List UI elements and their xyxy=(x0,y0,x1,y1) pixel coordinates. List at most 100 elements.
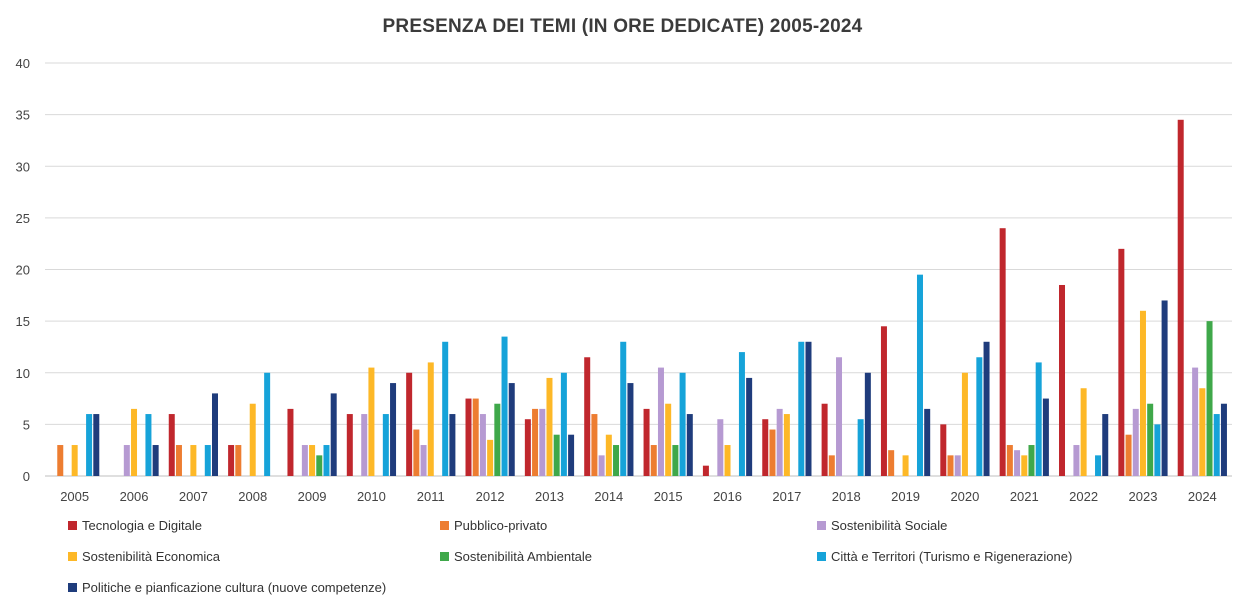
x-tick-label: 2020 xyxy=(950,489,979,504)
bar-2009-series-5 xyxy=(323,445,330,476)
x-tick-label: 2010 xyxy=(357,489,386,504)
bar-2019-series-1 xyxy=(888,450,895,476)
bar-2013-series-4 xyxy=(553,434,560,476)
bar-2022-series-5 xyxy=(1095,455,1102,476)
bar-2021-series-6 xyxy=(1042,398,1049,476)
legend-label: Sostenibilità Economica xyxy=(82,549,221,564)
bar-2012-series-5 xyxy=(501,336,508,476)
bar-2008-series-3 xyxy=(249,403,256,476)
bar-2007-series-1 xyxy=(175,445,182,476)
bar-2021-series-2 xyxy=(1014,450,1021,476)
bar-2013-series-2 xyxy=(539,408,546,476)
bar-2011-series-0 xyxy=(406,372,413,476)
x-tick-label: 2005 xyxy=(60,489,89,504)
bar-2014-series-4 xyxy=(613,445,620,476)
bar-2018-series-0 xyxy=(821,403,828,476)
bar-2024-series-3 xyxy=(1199,388,1206,476)
bar-2016-series-3 xyxy=(724,445,731,476)
y-tick-label: 10 xyxy=(16,366,30,381)
legend-item: Sostenibilità Sociale xyxy=(817,518,947,533)
bar-2019-series-5 xyxy=(916,274,923,476)
bar-2012-series-4 xyxy=(494,403,501,476)
x-tick-label: 2019 xyxy=(891,489,920,504)
bar-2009-series-6 xyxy=(330,393,337,476)
bar-2006-series-6 xyxy=(152,445,159,476)
bar-2011-series-5 xyxy=(442,341,449,476)
bar-2024-series-0 xyxy=(1177,119,1184,476)
bar-2005-series-1 xyxy=(57,445,64,476)
bar-2010-series-0 xyxy=(346,414,353,476)
bar-2012-series-2 xyxy=(479,414,486,476)
bar-2016-series-6 xyxy=(746,377,753,476)
x-tick-label: 2007 xyxy=(179,489,208,504)
y-tick-label: 40 xyxy=(16,56,30,71)
bar-2020-series-2 xyxy=(954,455,961,476)
bar-2021-series-0 xyxy=(999,228,1006,476)
bar-2009-series-2 xyxy=(301,445,308,476)
legend-item: Sostenibilità Economica xyxy=(68,549,220,564)
bar-2017-series-2 xyxy=(776,408,783,476)
y-tick-label: 5 xyxy=(23,417,30,432)
y-tick-label: 0 xyxy=(23,469,30,484)
bar-2024-series-6 xyxy=(1220,403,1227,476)
bar-2022-series-0 xyxy=(1059,284,1066,476)
bar-2011-series-6 xyxy=(449,414,456,476)
legend-item: Città e Territori (Turismo e Rigenerazio… xyxy=(817,549,1072,564)
bar-2009-series-4 xyxy=(316,455,323,476)
bar-2009-series-3 xyxy=(309,445,316,476)
legend-label: Sostenibilità Ambientale xyxy=(454,549,593,564)
bar-2008-series-1 xyxy=(235,445,242,476)
x-tick-label: 2018 xyxy=(832,489,861,504)
bar-2011-series-3 xyxy=(427,362,434,476)
bar-2014-series-0 xyxy=(584,357,591,476)
bar-2024-series-2 xyxy=(1192,367,1199,476)
x-tick-label: 2012 xyxy=(476,489,505,504)
bar-2022-series-2 xyxy=(1073,445,1080,476)
bar-2015-series-3 xyxy=(665,403,672,476)
legend-swatch xyxy=(440,521,449,530)
bar-2007-series-5 xyxy=(204,445,211,476)
x-tick-label: 2015 xyxy=(654,489,683,504)
legend-label: Politiche e pianficazione cultura (nuove… xyxy=(82,580,387,595)
bar-2018-series-5 xyxy=(857,419,864,476)
bar-2021-series-5 xyxy=(1035,362,1042,476)
bar-2012-series-3 xyxy=(487,439,494,476)
bar-2024-series-4 xyxy=(1206,321,1213,476)
bar-2007-series-0 xyxy=(168,414,175,476)
bar-2011-series-2 xyxy=(420,445,427,476)
bar-2023-series-3 xyxy=(1139,310,1146,476)
bar-2017-series-3 xyxy=(783,414,790,476)
bar-2013-series-5 xyxy=(560,372,567,476)
bar-2012-series-0 xyxy=(465,398,472,476)
bar-2017-series-0 xyxy=(762,419,769,476)
legend-item: Politiche e pianficazione cultura (nuove… xyxy=(68,580,386,595)
bar-2023-series-4 xyxy=(1147,403,1154,476)
bar-2014-series-2 xyxy=(598,455,605,476)
legend-swatch xyxy=(68,552,77,561)
legend-item: Tecnologia e Digitale xyxy=(68,518,202,533)
bar-2013-series-1 xyxy=(532,408,539,476)
x-tick-label: 2011 xyxy=(417,489,445,504)
bar-2005-series-5 xyxy=(86,414,93,476)
legend-label: Città e Territori (Turismo e Rigenerazio… xyxy=(831,549,1073,564)
bar-2019-series-3 xyxy=(902,455,909,476)
bar-2010-series-5 xyxy=(382,414,389,476)
bar-2010-series-3 xyxy=(368,367,375,476)
bar-2009-series-0 xyxy=(287,408,294,476)
legend-swatch xyxy=(817,552,826,561)
bar-2012-series-6 xyxy=(508,383,515,476)
bar-2008-series-0 xyxy=(228,445,235,476)
bar-2014-series-3 xyxy=(605,434,612,476)
bar-2023-series-6 xyxy=(1161,300,1168,476)
y-tick-label: 35 xyxy=(16,108,30,123)
bar-2020-series-1 xyxy=(947,455,954,476)
bar-2015-series-1 xyxy=(650,445,657,476)
y-tick-label: 15 xyxy=(16,314,30,329)
legend-swatch xyxy=(440,552,449,561)
bar-2013-series-6 xyxy=(568,434,575,476)
legend-swatch xyxy=(817,521,826,530)
legend-swatch xyxy=(68,583,77,592)
bar-2015-series-0 xyxy=(643,408,650,476)
